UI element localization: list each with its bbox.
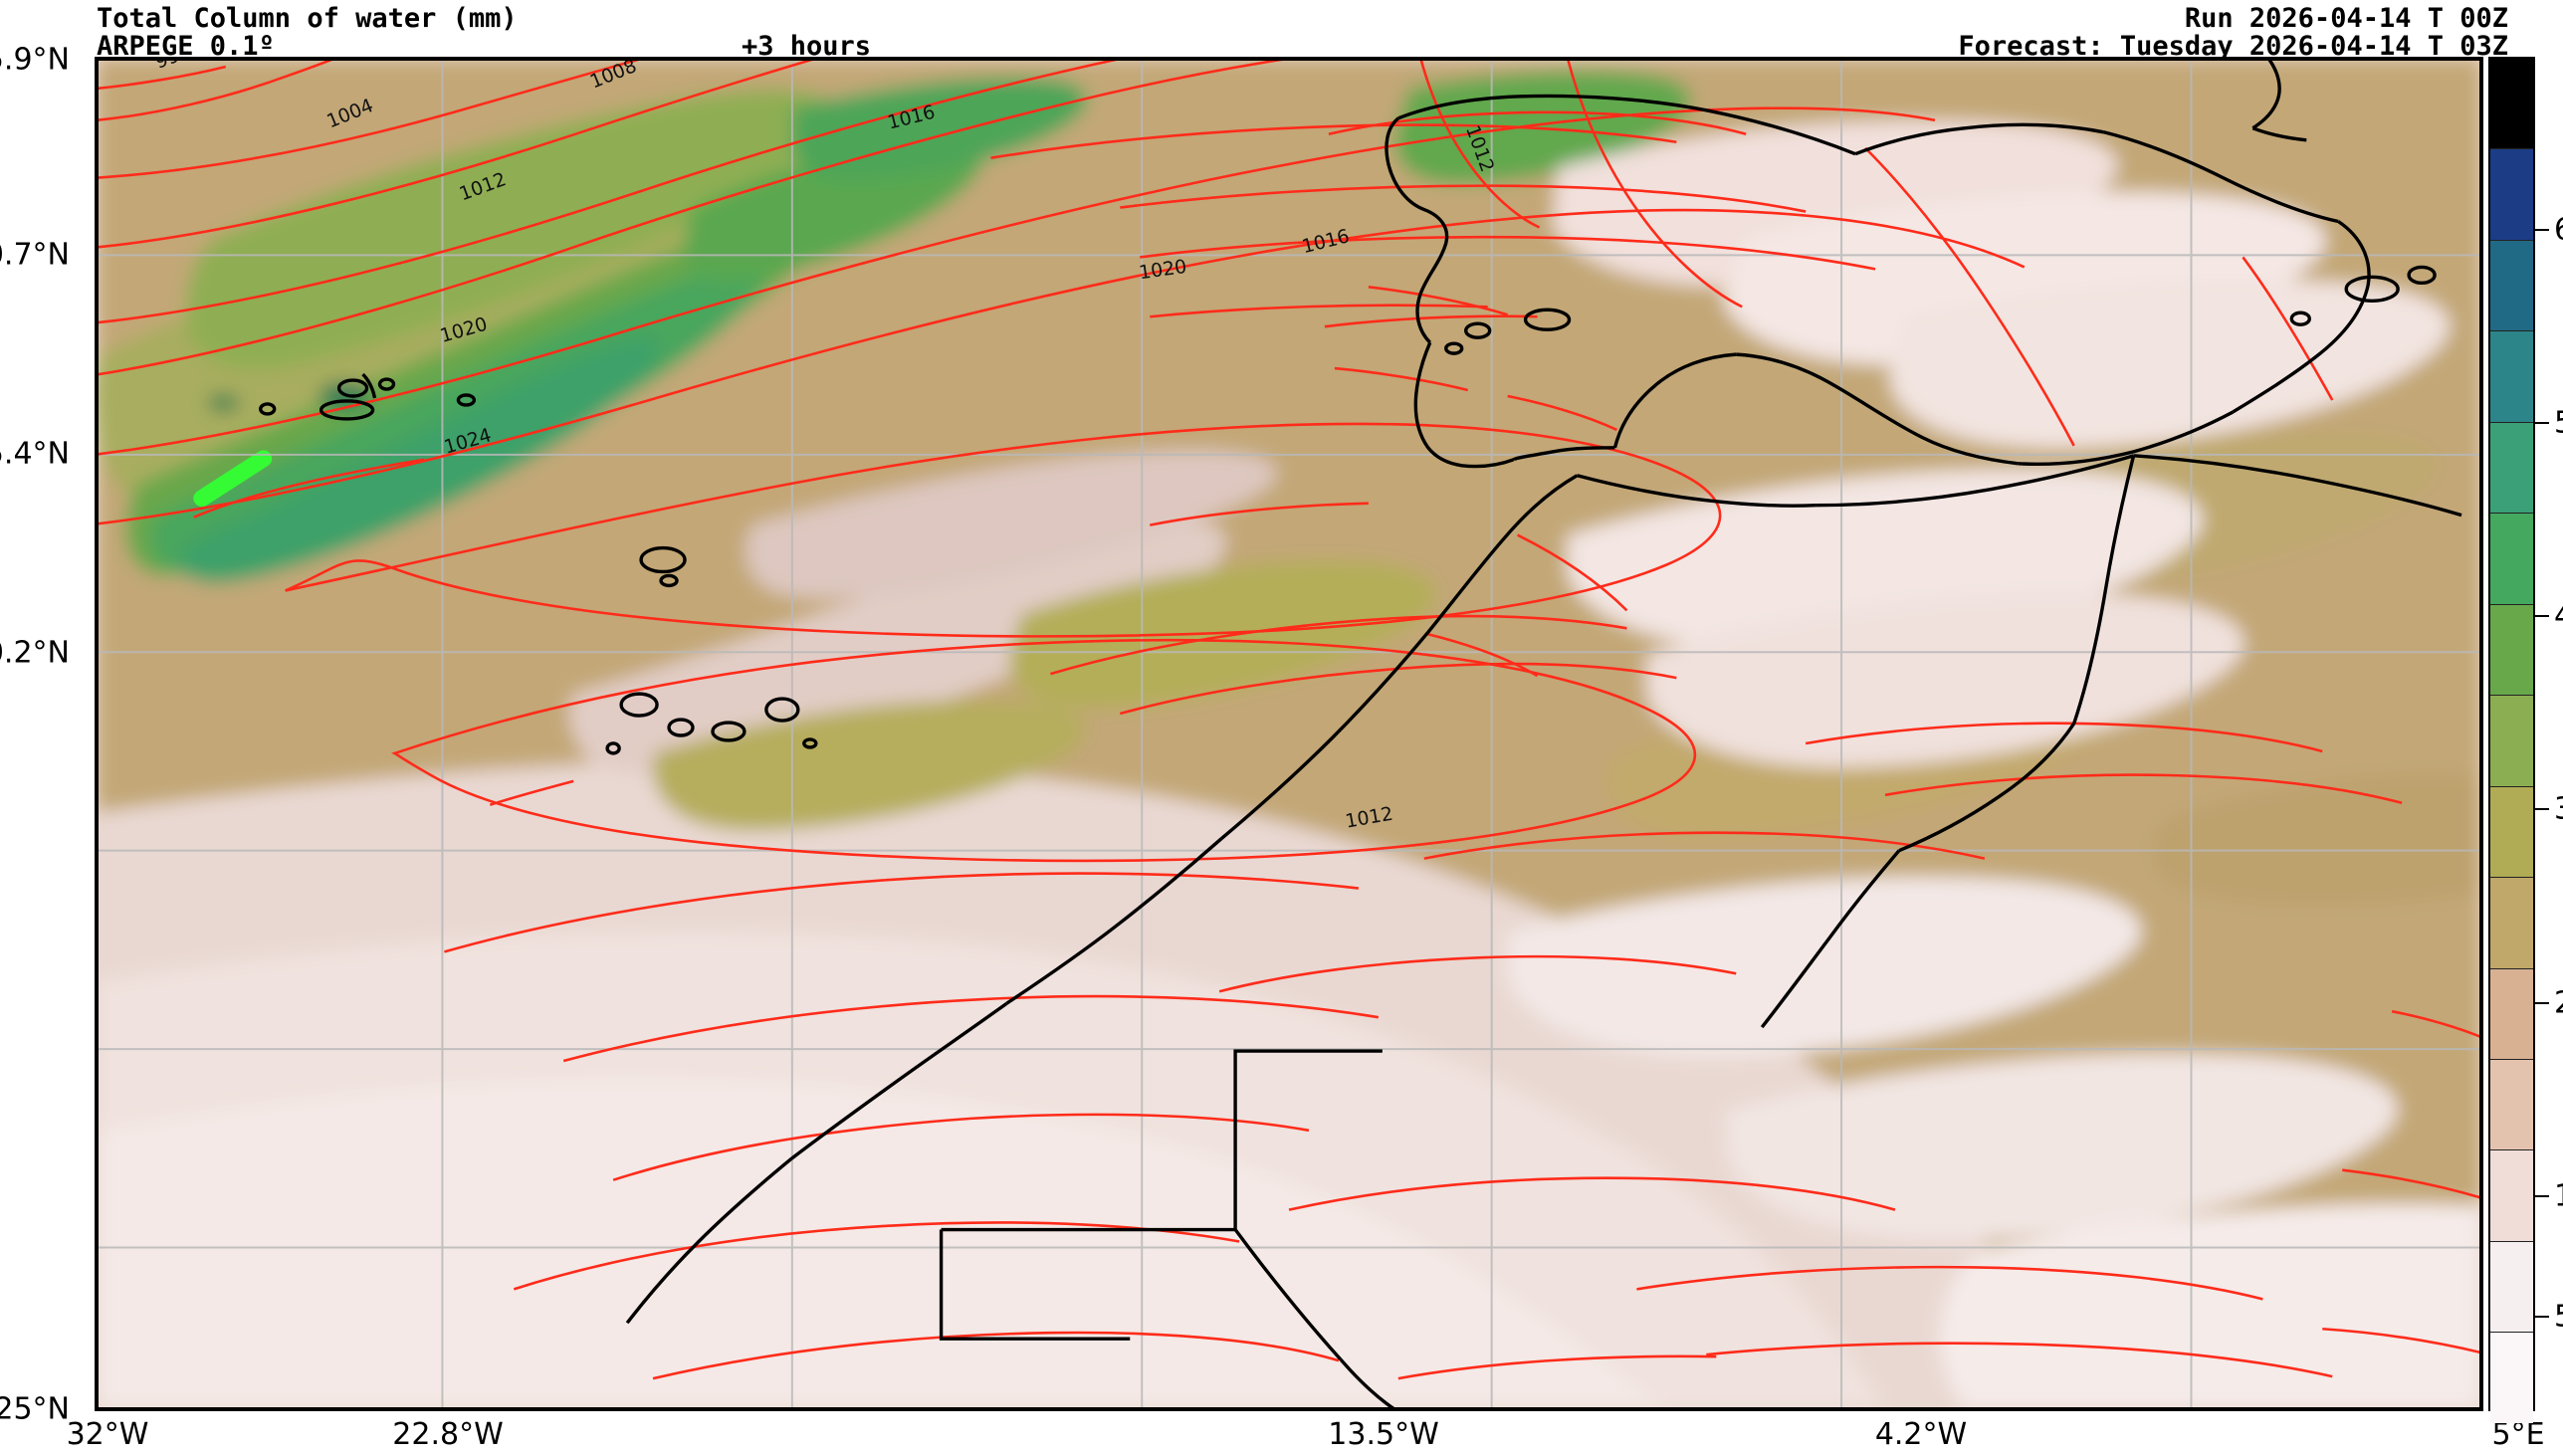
colorbar-tick [2535, 615, 2549, 617]
colorbar-segment [2490, 513, 2533, 604]
colorbar-segment [2490, 59, 2533, 149]
x-tick-label: 22.8°W [392, 1417, 504, 1452]
colorbar-segment [2490, 967, 2533, 1059]
colorbar-tick-label: 35 [2554, 792, 2563, 827]
y-tick-label: 35.4°N [0, 436, 70, 472]
x-tick-label: 5°E [2491, 1417, 2545, 1452]
model-label: ARPEGE 0.1º [97, 31, 275, 62]
colorbar-segment [2490, 785, 2533, 878]
page-title: Total Column of water (mm) [97, 3, 518, 34]
colorbar-segment [2490, 1332, 2533, 1423]
colorbar-segment [2490, 603, 2533, 696]
colorbar-segment [2490, 330, 2533, 422]
graticule [97, 59, 2481, 1409]
colorbar-segment [2490, 1240, 2533, 1333]
map-plot-area[interactable]: 996 1000 1004 1008 1012 1016 1020 1024 1… [95, 57, 2483, 1411]
field-maximum-streak [193, 450, 273, 508]
colorbar-tick-label: 15 [2554, 1179, 2563, 1214]
colorbar-tick-label: 5 [2554, 1300, 2563, 1335]
x-tick-label: 32°W [66, 1417, 149, 1452]
colorbar-tick [2535, 1195, 2549, 1197]
colorbar-tick-label: 25 [2554, 986, 2563, 1021]
header-bar: Total Column of water (mm) ARPEGE 0.1º +… [0, 0, 2563, 62]
map-canvas: 996 1000 1004 1008 1012 1016 1020 1024 1… [97, 59, 2481, 1409]
colorbar-tick [2535, 1316, 2549, 1318]
y-tick-label: 40.7°N [0, 237, 70, 273]
isobar-contours [97, 59, 2481, 1380]
colorbar-segment [2490, 695, 2533, 786]
colorbar-tick [2535, 422, 2549, 424]
y-tick-label: 25°N [0, 1391, 70, 1427]
y-tick-label: 45.9°N [0, 42, 70, 78]
colorbar-segment [2490, 421, 2533, 514]
x-tick-label: 4.2°W [1874, 1417, 1968, 1452]
colorbar-tick [2535, 229, 2549, 231]
colorbar-tick-label: 45 [2554, 599, 2563, 634]
colorbar-tick [2535, 1002, 2549, 1004]
y-tick-label: 30.2°N [0, 635, 70, 671]
lead-time-label: +3 hours [742, 31, 872, 62]
colorbar-segment [2490, 148, 2533, 240]
colorbar-segment [2490, 1149, 2533, 1241]
run-time-label: Run 2026-04-14 T 00Z [2184, 3, 2508, 34]
forecast-time-label: Forecast: Tuesday 2026-04-14 T 03Z [1958, 31, 2508, 62]
colorbar-tick [2535, 808, 2549, 810]
colorbar-tick-label: 65 [2554, 213, 2563, 248]
colorbar-segment [2490, 239, 2533, 331]
colorbar-tick-label: 55 [2554, 406, 2563, 441]
colorbar-segment [2490, 1058, 2533, 1150]
colorbar[interactable] [2488, 57, 2535, 1423]
x-tick-label: 13.5°W [1328, 1417, 1439, 1452]
colorbar-segment [2490, 877, 2533, 968]
